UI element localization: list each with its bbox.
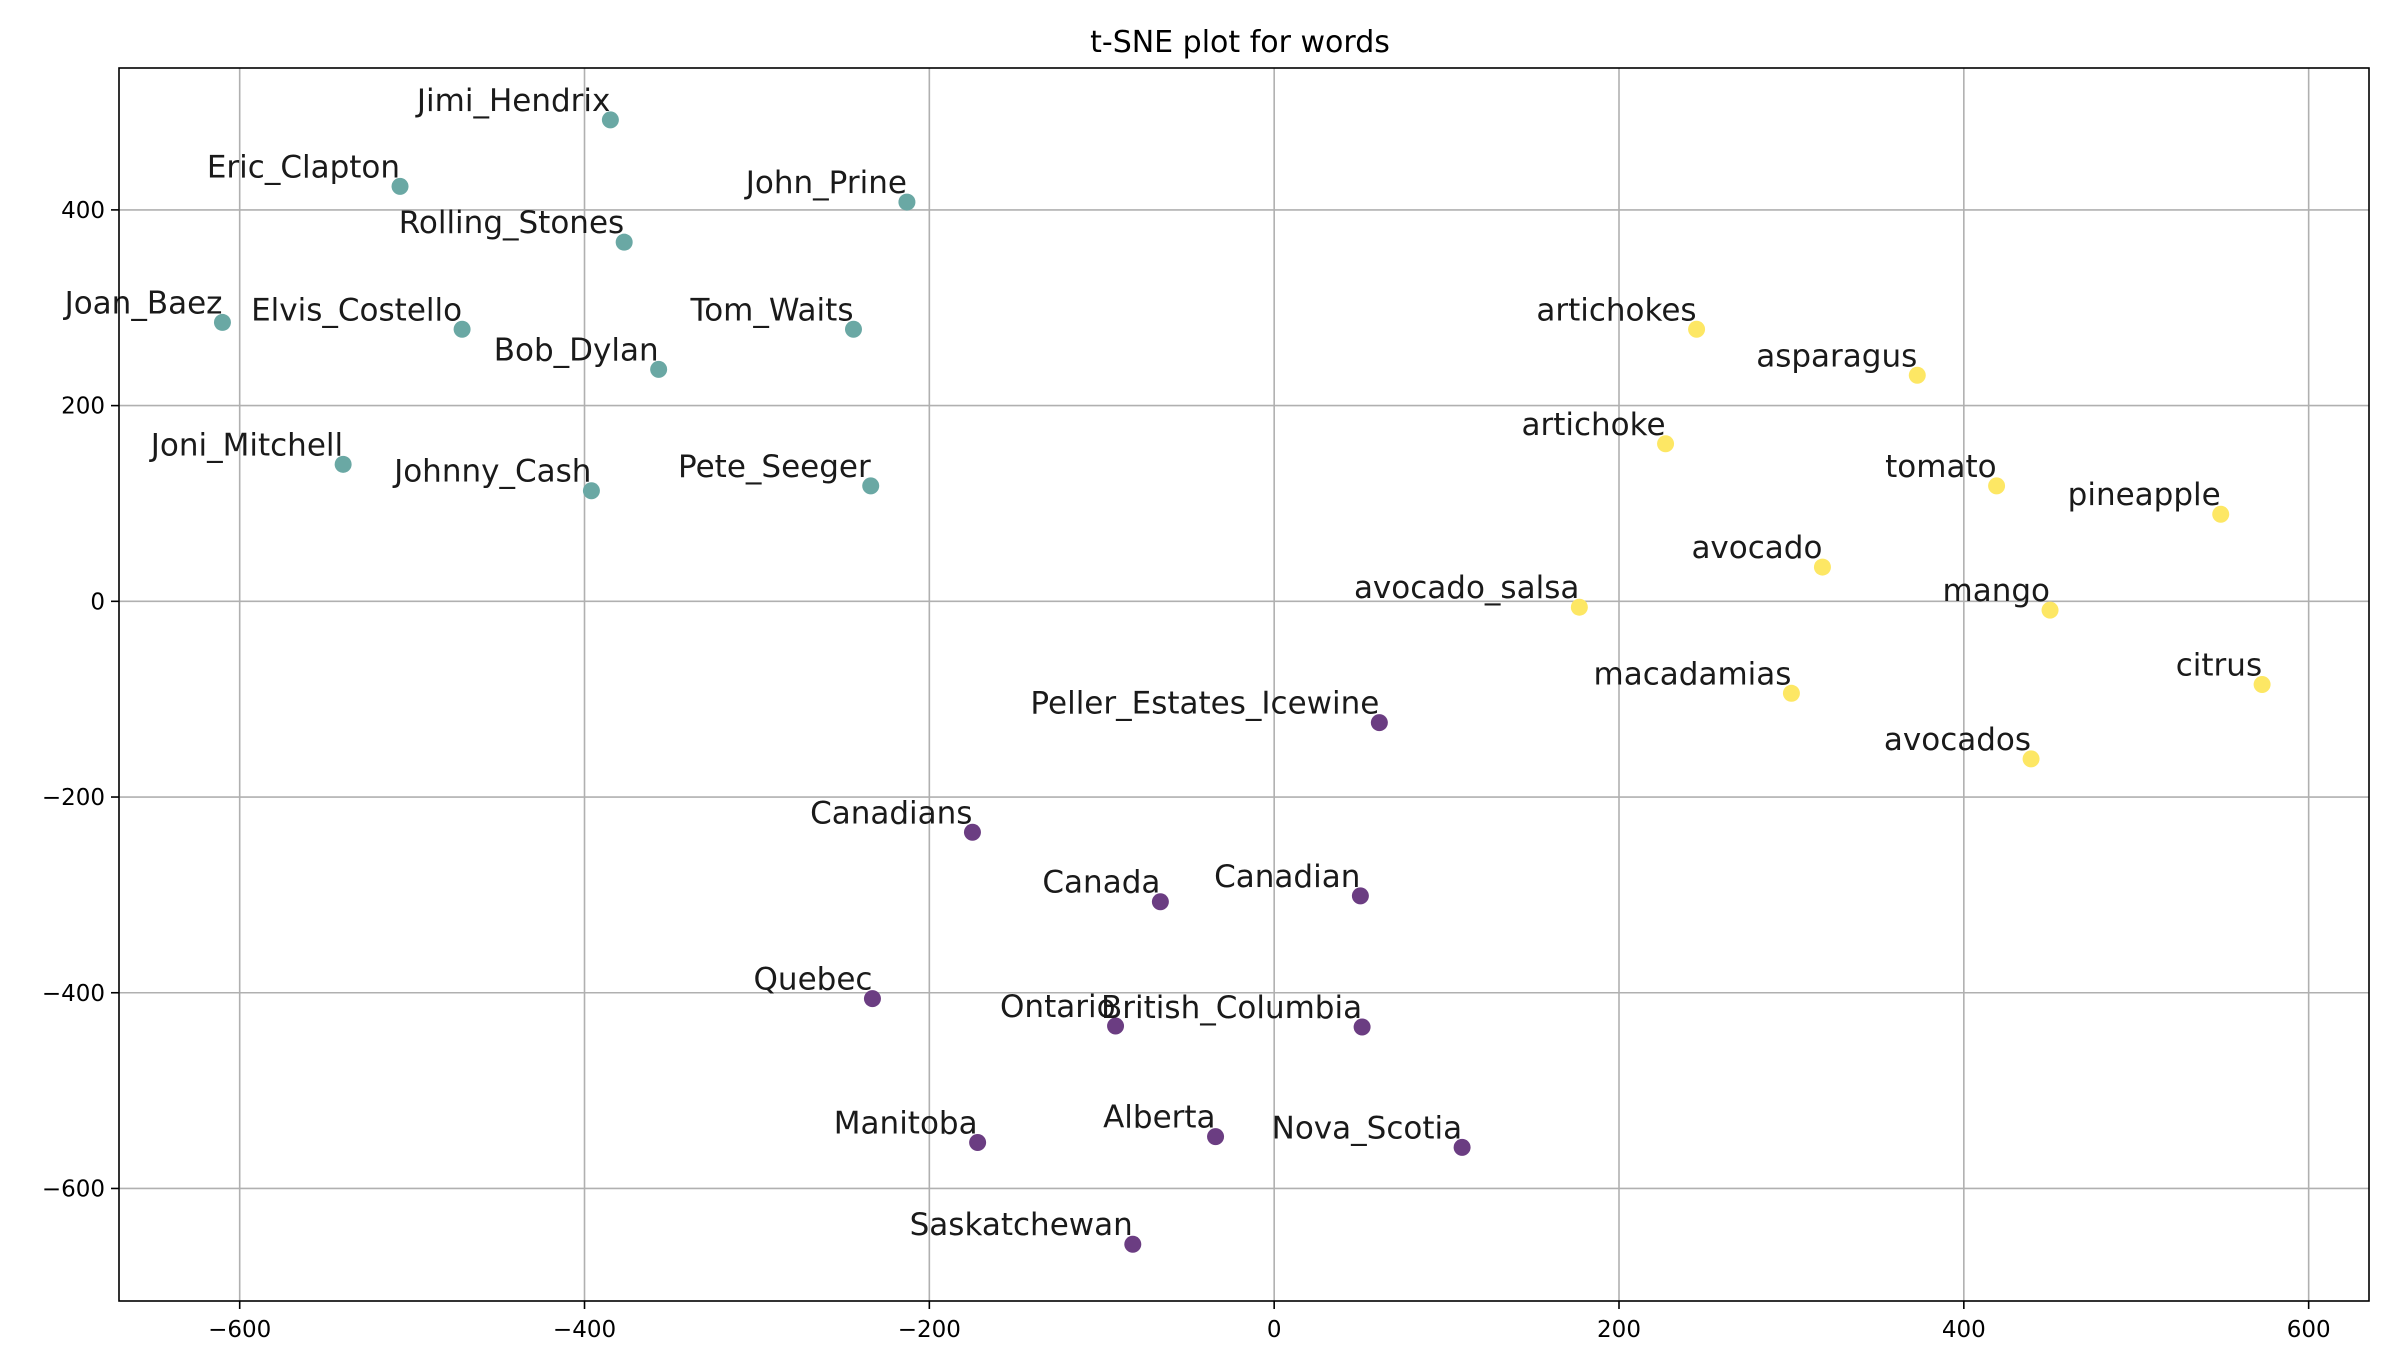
data-point-nova-scotia bbox=[1453, 1138, 1471, 1156]
x-tick-label: 600 bbox=[2287, 1317, 2331, 1343]
data-point-avocados bbox=[2022, 750, 2040, 768]
data-point-mango bbox=[2041, 601, 2059, 619]
point-label: British_Columbia bbox=[1101, 990, 1362, 1026]
data-point-saskatchewan bbox=[1124, 1235, 1142, 1253]
data-point-avocado bbox=[1813, 558, 1831, 576]
data-point-quebec bbox=[863, 990, 881, 1008]
point-label: Canadians bbox=[810, 795, 972, 831]
point-label: Eric_Clapton bbox=[207, 149, 400, 185]
point-label: Peller_Estates_Icewine bbox=[1030, 686, 1379, 722]
data-point-jimi-hendrix bbox=[601, 111, 619, 129]
point-label: avocado_salsa bbox=[1354, 570, 1579, 606]
data-point-manitoba bbox=[969, 1133, 987, 1151]
point-label: Alberta bbox=[1103, 1100, 1215, 1136]
data-point-tom-waits bbox=[844, 320, 862, 338]
y-tick-label: −600 bbox=[42, 1176, 105, 1202]
data-point-pete-seeger bbox=[862, 477, 880, 495]
point-label: Tom_Waits bbox=[690, 292, 854, 328]
y-tick-label: −200 bbox=[42, 785, 105, 811]
data-point-peller-estates-icewine bbox=[1370, 714, 1388, 732]
point-labels: Jimi_Hendrix Eric_Clapton John_Prine Rollin… bbox=[63, 83, 2263, 1243]
point-label: pineapple bbox=[2068, 477, 2221, 513]
data-point-asparagus bbox=[1908, 366, 1926, 384]
point-label: Johnny_Cash bbox=[392, 454, 591, 490]
data-point-citrus bbox=[2253, 676, 2271, 693]
x-tick-label: 400 bbox=[1942, 1317, 1986, 1343]
data-point-joan-baez bbox=[213, 313, 231, 331]
point-label: Bob_Dylan bbox=[494, 332, 659, 368]
data-point-johnny-cash bbox=[582, 482, 600, 500]
x-tick-label: 200 bbox=[1597, 1317, 1641, 1343]
data-point-rolling-stones bbox=[615, 233, 633, 251]
point-label: Jimi_Hendrix bbox=[415, 83, 610, 119]
data-point-avocado-salsa bbox=[1570, 598, 1588, 616]
data-point-british-columbia bbox=[1353, 1018, 1371, 1036]
data-point-eric-clapton bbox=[391, 177, 409, 195]
data-point-canadian bbox=[1351, 887, 1369, 905]
x-tick-label: −400 bbox=[553, 1317, 616, 1343]
point-label: citrus bbox=[2176, 648, 2262, 684]
data-point-alberta bbox=[1207, 1128, 1225, 1146]
point-label: artichoke bbox=[1521, 407, 1665, 443]
data-point-canadians bbox=[963, 823, 981, 841]
data-point-macadamias bbox=[1782, 684, 1800, 702]
point-label: Saskatchewan bbox=[910, 1207, 1133, 1243]
point-label: avocado bbox=[1691, 530, 1822, 566]
x-tick-label: −600 bbox=[208, 1317, 271, 1343]
point-label: avocados bbox=[1884, 722, 2031, 758]
chart-title: t-SNE plot for words bbox=[1090, 25, 1390, 60]
data-point-ontario bbox=[1107, 1017, 1125, 1035]
data-points bbox=[213, 111, 2271, 1253]
x-tick-label: −200 bbox=[898, 1317, 961, 1343]
data-point-john-prine bbox=[898, 193, 916, 211]
plot-frame bbox=[118, 67, 2370, 1302]
point-label: Manitoba bbox=[834, 1105, 978, 1141]
point-label: Elvis_Costello bbox=[251, 292, 462, 328]
point-label: tomato bbox=[1885, 449, 1996, 485]
point-label: Joan_Baez bbox=[63, 285, 223, 321]
point-label: artichokes bbox=[1536, 292, 1696, 328]
point-label: Rolling_Stones bbox=[399, 205, 624, 241]
y-tick-label: 400 bbox=[61, 198, 105, 224]
y-tick-label: −400 bbox=[42, 981, 105, 1007]
data-point-pineapple bbox=[2212, 505, 2230, 523]
point-label: Canadian bbox=[1214, 859, 1360, 895]
grid-lines bbox=[119, 68, 2369, 1301]
data-point-bob-dylan bbox=[650, 360, 668, 378]
data-point-canada bbox=[1151, 893, 1169, 911]
data-point-artichokes bbox=[1688, 320, 1706, 338]
y-tick-label: 0 bbox=[90, 589, 105, 615]
y-tick-label: 200 bbox=[61, 394, 105, 420]
point-label: Quebec bbox=[754, 962, 873, 998]
point-label: macadamias bbox=[1594, 656, 1792, 692]
data-point-tomato bbox=[1988, 477, 2006, 495]
point-label: Joni_Mitchell bbox=[149, 427, 343, 463]
point-label: asparagus bbox=[1756, 338, 1917, 374]
point-label: Ontario bbox=[1000, 989, 1116, 1025]
data-point-joni-mitchell bbox=[334, 455, 352, 473]
point-label: mango bbox=[1943, 573, 2051, 609]
data-point-elvis-costello bbox=[453, 320, 471, 338]
axes: −600 −400 −200 0 200 400 600 −600 −400 −200 0 200 40… bbox=[42, 198, 2331, 1343]
point-label: Nova_Scotia bbox=[1272, 1110, 1462, 1146]
point-label: Canada bbox=[1042, 865, 1160, 901]
data-point-artichoke bbox=[1657, 435, 1675, 453]
point-label: Pete_Seeger bbox=[678, 449, 871, 485]
point-label: John_Prine bbox=[744, 165, 907, 201]
x-tick-label: 0 bbox=[1267, 1317, 1282, 1343]
